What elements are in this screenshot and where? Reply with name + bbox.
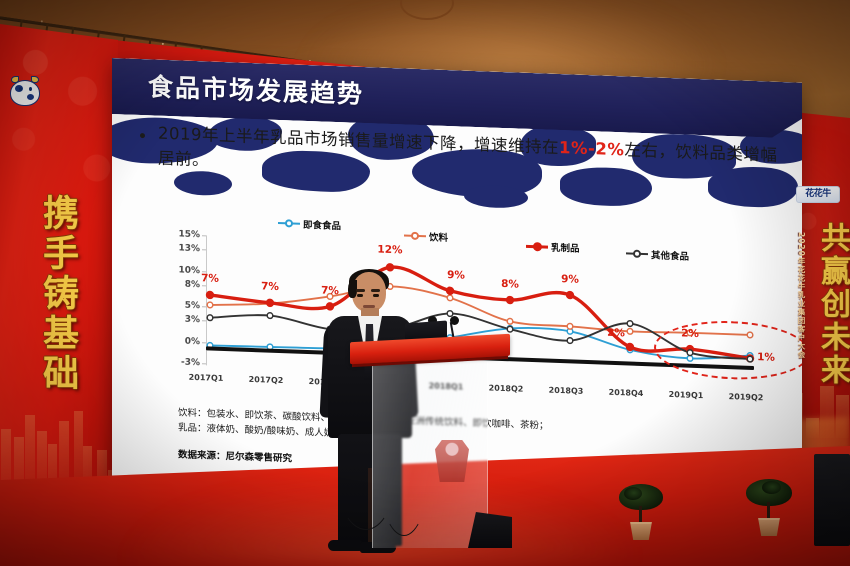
brand-logo: 花花牛: [796, 186, 840, 203]
data-point: [387, 264, 394, 271]
slide-title: 食品市场发展趋势: [148, 67, 364, 111]
data-point: [507, 318, 513, 324]
stage-cable-2: [378, 400, 430, 536]
data-point: [627, 343, 634, 350]
x-tick-label: 2018Q3: [549, 386, 584, 396]
legend-item-0: 即食食品: [278, 216, 341, 232]
cow-spot: [174, 170, 232, 196]
data-point: [627, 328, 633, 334]
x-tick-label: 2019Q2: [729, 392, 764, 402]
data-point: [207, 315, 213, 321]
data-point: [627, 321, 633, 327]
legend-swatch: [526, 242, 548, 251]
chart-y-axis: 15% 13% 10% 8% 5% 3% 0% -3%: [164, 234, 206, 364]
y-tick-label: 5%: [185, 301, 200, 312]
bullet-point-marker: [140, 133, 145, 138]
conference-photo-scene: 携手铸基础 食品市场发展趋势 2019年上半年乳品市场销售量增速下降，增速维持在…: [0, 0, 850, 566]
potted-plant-2: [756, 474, 782, 536]
data-point: [207, 302, 213, 308]
data-label: 2%: [607, 327, 625, 340]
legend-label: 即食食品: [303, 217, 341, 232]
data-point: [567, 292, 574, 299]
legend-label: 饮料: [429, 229, 448, 244]
data-label: 12%: [377, 244, 402, 257]
x-tick-label: 2018Q4: [609, 388, 644, 398]
legend-swatch: [404, 231, 426, 240]
pa-speaker-cabinet: [814, 454, 850, 546]
data-label: 8%: [501, 278, 519, 291]
data-point: [207, 291, 214, 298]
x-tick-label: 2017Q1: [189, 373, 224, 383]
data-point: [267, 299, 274, 306]
data-label: 9%: [561, 273, 579, 286]
right-banner-event-name: 2020年花花牛乳业集团客户大会: [796, 232, 807, 359]
data-point: [567, 323, 573, 329]
microphone-head-right: [450, 316, 459, 325]
y-tick-label: -3%: [181, 357, 200, 368]
legend-swatch: [278, 219, 300, 228]
y-tick-label: 3%: [185, 315, 200, 326]
data-point: [507, 297, 514, 304]
data-label: 9%: [447, 269, 465, 282]
data-point: [447, 295, 453, 301]
y-tick-label: 10%: [178, 265, 200, 276]
left-vertical-banner: 携手铸基础: [0, 24, 118, 504]
data-label: 7%: [261, 280, 279, 293]
body-text-highlight: 1%-2%: [559, 138, 624, 159]
y-tick-label: 8%: [185, 279, 200, 290]
podium-emblem-icon: [435, 440, 469, 482]
y-tick-label: 13%: [178, 244, 200, 255]
x-tick-label: 2017Q2: [249, 375, 284, 385]
data-point: [267, 313, 273, 319]
cow-mascot-icon: [6, 72, 46, 112]
legend-item-1: 饮料: [404, 228, 448, 244]
left-banner-slogan: 携手铸基础: [24, 194, 76, 394]
brand-logo-text: 花花牛: [805, 190, 831, 199]
y-tick-label: 0%: [185, 336, 200, 347]
data-source-label: 数据来源：尼尔森零售研究: [178, 446, 292, 464]
data-label: 7%: [201, 273, 219, 286]
data-point: [567, 338, 573, 344]
right-banner-slogan: 共赢创未来: [810, 222, 850, 387]
y-tick-label: 15%: [178, 229, 200, 240]
data-point: [507, 326, 513, 332]
potted-plant-1: [628, 480, 654, 540]
data-point: [447, 287, 454, 294]
x-tick-label: 2019Q1: [669, 390, 704, 400]
series-line-饮料: [210, 280, 750, 336]
right-vertical-banner: 花花牛 共赢创未来 2020年花花牛乳业集团客户大会: [784, 176, 850, 476]
